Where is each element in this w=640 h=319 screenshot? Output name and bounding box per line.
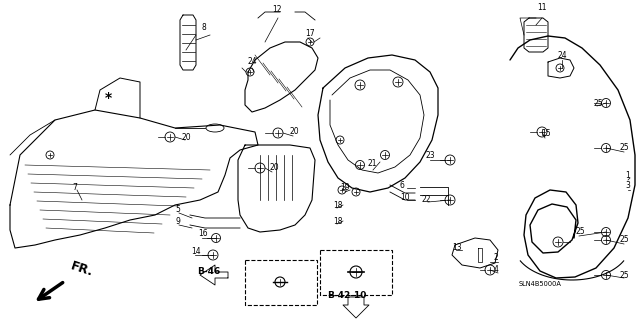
Text: 15: 15	[541, 129, 550, 137]
Text: 18: 18	[333, 201, 342, 210]
Text: 17: 17	[305, 28, 315, 38]
Text: 25: 25	[620, 144, 630, 152]
Text: 9: 9	[175, 217, 180, 226]
Text: 25: 25	[620, 235, 630, 244]
Text: 18: 18	[333, 217, 342, 226]
Text: 12: 12	[272, 5, 282, 14]
Text: 5: 5	[175, 204, 180, 213]
Text: 25: 25	[620, 271, 630, 279]
Text: 14: 14	[191, 248, 200, 256]
Text: 24: 24	[558, 50, 568, 60]
Text: 20: 20	[270, 164, 280, 173]
Text: 22: 22	[422, 196, 431, 204]
Text: 4: 4	[494, 264, 499, 273]
Text: 16: 16	[198, 228, 207, 238]
Text: 7: 7	[72, 182, 77, 191]
Text: 24: 24	[248, 57, 258, 66]
Bar	[320, 250, 392, 295]
Text: 11: 11	[537, 4, 547, 12]
Bar	[245, 260, 317, 305]
Text: 23: 23	[426, 151, 436, 160]
Text: 3: 3	[625, 181, 630, 189]
Text: 25: 25	[575, 227, 584, 236]
Text: 21: 21	[367, 159, 376, 167]
Text: 13: 13	[452, 243, 461, 253]
Text: *: *	[104, 91, 111, 105]
Text: 20: 20	[290, 128, 300, 137]
Text: B-42-10: B-42-10	[327, 292, 366, 300]
Text: 25: 25	[593, 99, 603, 108]
Text: 2: 2	[494, 254, 499, 263]
Text: 1: 1	[625, 170, 630, 180]
Text: 19: 19	[340, 182, 349, 191]
Text: 8: 8	[202, 24, 207, 33]
Text: B-46: B-46	[197, 266, 220, 276]
Text: SLN4B5000A: SLN4B5000A	[519, 281, 562, 287]
Text: 6: 6	[400, 181, 405, 189]
Text: 10: 10	[400, 192, 410, 202]
Text: 20: 20	[182, 132, 191, 142]
Text: FR.: FR.	[69, 259, 95, 279]
